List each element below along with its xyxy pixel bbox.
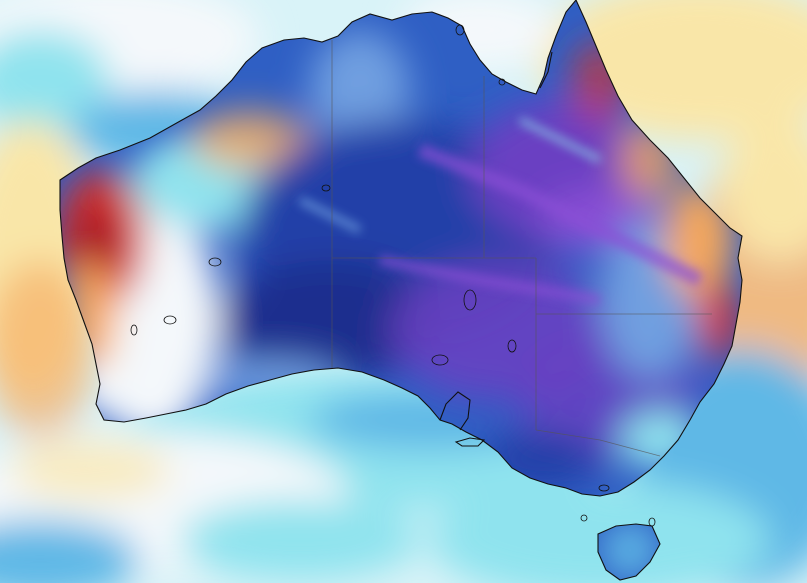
cape-york	[539, 51, 553, 89]
spencer-gulf	[439, 391, 471, 431]
tasmania	[597, 523, 661, 581]
state-boundaries	[331, 40, 712, 457]
coastline	[59, 0, 743, 581]
kangaroo-island	[454, 437, 486, 447]
islands-and-lakes	[130, 24, 656, 527]
